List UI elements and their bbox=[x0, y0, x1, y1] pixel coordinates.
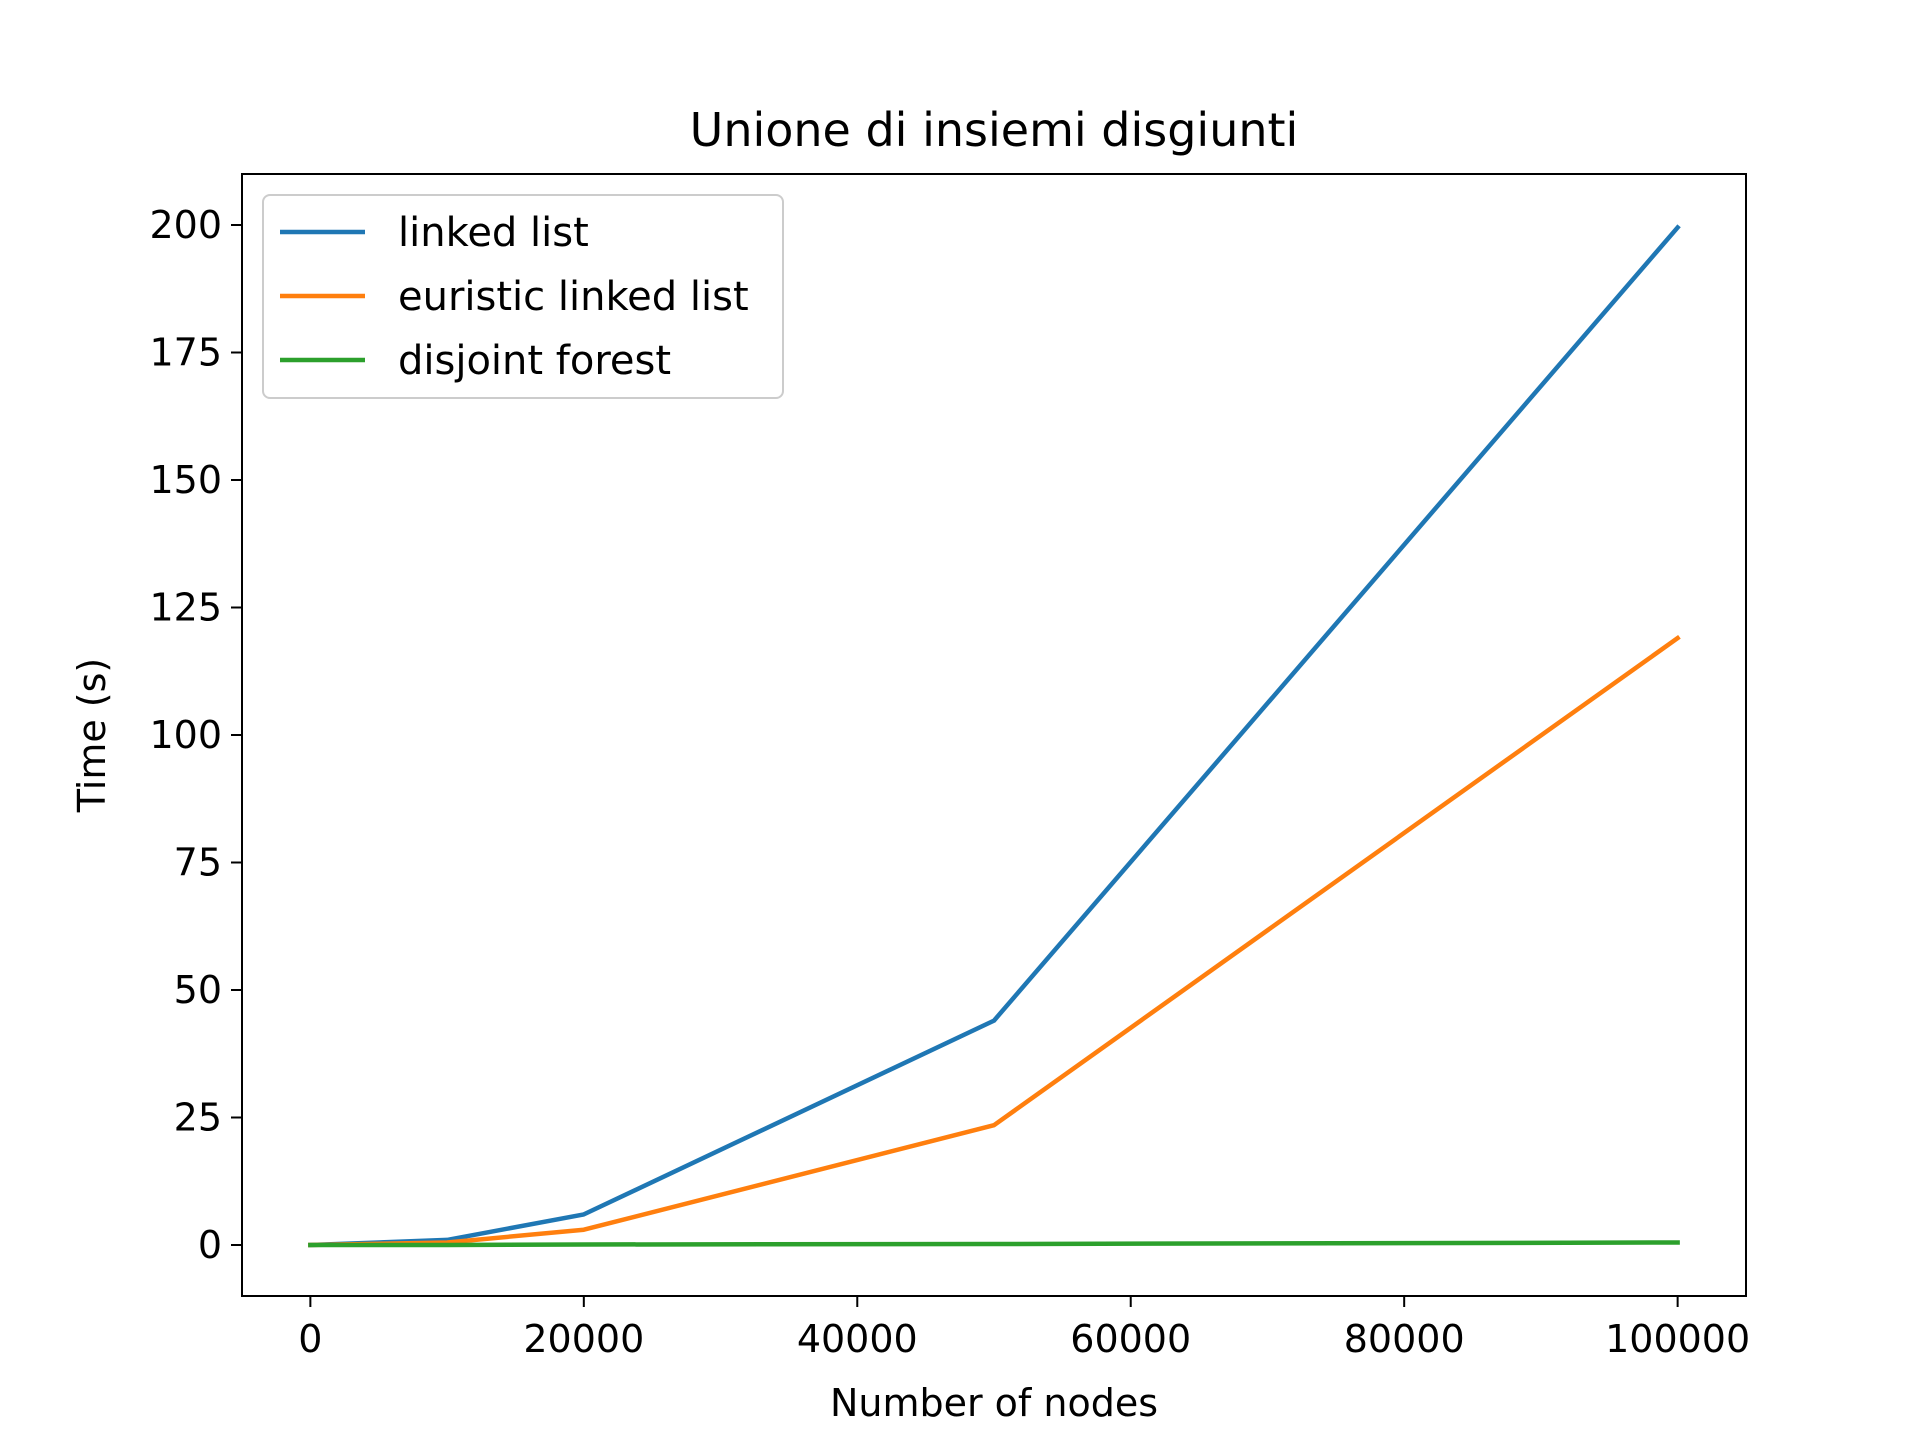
x-tick-label: 60000 bbox=[1070, 1317, 1191, 1361]
y-tick-label: 0 bbox=[198, 1223, 222, 1267]
legend-label-2: disjoint forest bbox=[398, 338, 671, 384]
x-tick-label: 40000 bbox=[797, 1317, 918, 1361]
chart-title: Unione di insiemi disgiunti bbox=[690, 103, 1299, 157]
x-tick-label: 80000 bbox=[1344, 1317, 1465, 1361]
y-tick-label: 75 bbox=[174, 841, 222, 885]
x-tick-label: 20000 bbox=[523, 1317, 644, 1361]
x-tick-label: 100000 bbox=[1605, 1317, 1750, 1361]
y-axis: 0 25 50 75 100 125 150 175 200 bbox=[149, 203, 242, 1267]
y-tick-label: 100 bbox=[149, 713, 222, 757]
y-tick-label: 125 bbox=[149, 586, 222, 630]
y-tick-label: 150 bbox=[149, 458, 222, 502]
legend-label-1: euristic linked list bbox=[398, 274, 749, 320]
legend: linked list euristic linked list disjoint … bbox=[262, 194, 784, 399]
series-line-2 bbox=[308, 1240, 1680, 1248]
y-tick-label: 175 bbox=[149, 331, 222, 375]
y-tick-label: 50 bbox=[174, 968, 222, 1012]
y-axis-label: Time (s) bbox=[70, 658, 114, 814]
x-tick-label: 0 bbox=[298, 1317, 322, 1361]
x-axis: 0 20000 40000 60000 80000 100000 bbox=[298, 1296, 1750, 1361]
y-tick-label: 25 bbox=[174, 1096, 222, 1140]
series-layer bbox=[308, 224, 1681, 1248]
y-tick-label: 200 bbox=[149, 203, 222, 247]
legend-box bbox=[262, 194, 784, 399]
x-axis-label: Number of nodes bbox=[830, 1381, 1158, 1425]
series-line-1 bbox=[308, 634, 1681, 1248]
legend-label-0: linked list bbox=[398, 210, 589, 256]
